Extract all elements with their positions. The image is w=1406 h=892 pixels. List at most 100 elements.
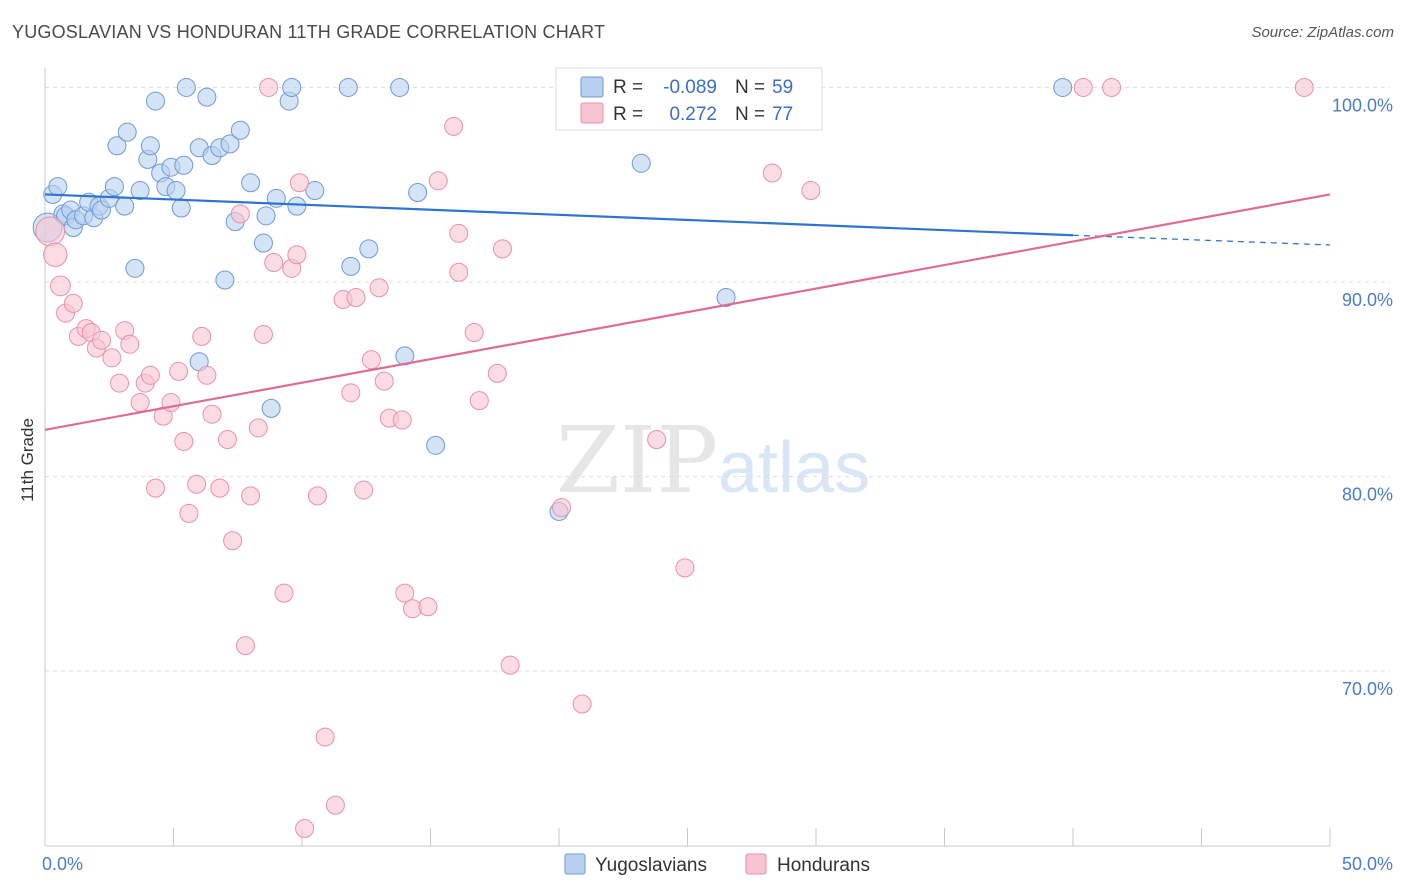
honduran-point (469, 391, 489, 411)
honduran-point (210, 478, 230, 498)
honduran-point (449, 262, 469, 282)
legend-swatch-hondurans (580, 102, 604, 124)
y-tick-label: 70.0% (1342, 679, 1393, 699)
y-tick-label: 90.0% (1342, 290, 1393, 310)
yugoslavian-point (1053, 77, 1073, 97)
honduran-point (418, 597, 438, 617)
honduran-point (428, 171, 448, 191)
honduran-point (392, 410, 412, 430)
honduran-point (248, 418, 268, 438)
watermark-atlas: atlas (718, 428, 870, 508)
honduran-point (374, 371, 394, 391)
y-tick-labels: 100.0% 90.0% 80.0% 70.0% (1332, 95, 1393, 699)
honduran-point (361, 350, 381, 370)
honduran-point (223, 531, 243, 551)
yugoslavian-point (104, 177, 124, 197)
yugoslavian-point (176, 77, 196, 97)
honduran-point (197, 365, 217, 385)
legend-swatch-yugoslavians (580, 76, 604, 98)
yugoslavian-point (716, 288, 736, 308)
yugoslavian-point (359, 239, 379, 259)
yugoslavian-point (282, 77, 302, 97)
honduran-point (1294, 77, 1314, 97)
yugoslavian-point (115, 196, 135, 216)
yugoslavian-point (197, 87, 217, 107)
legend-n-value-2: 77 (772, 104, 793, 125)
yugoslavian-point (166, 181, 186, 201)
honduran-point (264, 253, 284, 272)
honduran-point (289, 173, 309, 193)
honduran-point (187, 474, 207, 494)
yugoslavian-point (130, 181, 150, 201)
honduran-point (120, 334, 140, 354)
honduran-point (369, 278, 389, 298)
yugoslavian-point (390, 77, 410, 97)
yugoslavian-point (253, 233, 273, 253)
yugoslavian-point (117, 122, 137, 142)
yugoslavian-point (408, 182, 428, 202)
honduran-point (487, 363, 507, 383)
yugoslavian-point (125, 258, 145, 278)
honduran-point (325, 795, 345, 815)
trend-line-yugoslavians-extension (1072, 234, 1331, 246)
yugoslavian-point (146, 91, 166, 111)
chart-title: YUGOSLAVIAN VS HONDURAN 11TH GRADE CORRE… (12, 22, 606, 42)
honduran-point (295, 818, 315, 838)
honduran-point (675, 558, 695, 578)
honduran-point (179, 503, 199, 523)
honduran-point (140, 365, 160, 385)
yugoslavian-point (338, 77, 358, 97)
yugoslavian-point (215, 270, 235, 290)
yugoslavian-point (256, 206, 276, 226)
honduran-point (102, 348, 122, 368)
legend-bottom: Yugoslavians Hondurans (564, 853, 870, 876)
honduran-point (647, 429, 667, 449)
honduran-point (146, 478, 166, 498)
honduran-point (346, 288, 366, 308)
honduran-point (464, 323, 484, 343)
honduran-point (287, 245, 307, 265)
honduran-point (174, 431, 194, 451)
honduran-point (354, 480, 374, 500)
legend-r-value-2: 0.272 (669, 104, 717, 125)
honduran-point (449, 223, 469, 243)
y-axis-label: 11th Grade (18, 418, 37, 502)
honduran-point (801, 181, 821, 201)
honduran-point (110, 373, 130, 393)
yugoslavian-point (426, 435, 446, 455)
honduran-point (192, 326, 212, 346)
honduran-point (202, 404, 222, 424)
bottom-legend-swatch-hondurans (745, 853, 767, 875)
yugoslavian-point (305, 181, 325, 201)
honduran-point (130, 393, 150, 413)
bottom-legend-label-yugoslavians: Yugoslavians (595, 855, 707, 876)
trend-line-hondurans (44, 193, 1331, 431)
series-yugoslavians-points (32, 77, 1073, 521)
honduran-point (395, 583, 415, 603)
honduran-point (217, 429, 237, 449)
bottom-legend-swatch-yugoslavians (564, 853, 586, 875)
honduran-point (572, 694, 592, 714)
honduran-point (307, 486, 327, 506)
yugoslavian-point (230, 120, 250, 140)
honduran-point (552, 498, 572, 518)
yugoslavian-point (48, 177, 68, 197)
source-label: Source: ZipAtlas.com (1251, 24, 1394, 41)
bottom-legend-label-hondurans: Hondurans (777, 855, 870, 876)
legend-n-label-2: N = (735, 104, 765, 125)
legend-r-label-1: R = (613, 77, 643, 98)
honduran-point (43, 242, 68, 267)
honduran-point (315, 727, 335, 747)
honduran-point (92, 330, 112, 350)
honduran-point (1073, 77, 1093, 97)
honduran-point (1102, 77, 1122, 97)
honduran-point (500, 655, 520, 675)
yugoslavian-point (220, 134, 240, 154)
series-hondurans-points (35, 77, 1314, 838)
trend-lines (44, 193, 1331, 431)
legend-top: R = -0.089 N = 59 R = 0.272 N = 77 (555, 67, 823, 131)
honduran-point (444, 116, 464, 136)
y-tick-label: 80.0% (1342, 484, 1393, 504)
honduran-point (241, 486, 261, 506)
